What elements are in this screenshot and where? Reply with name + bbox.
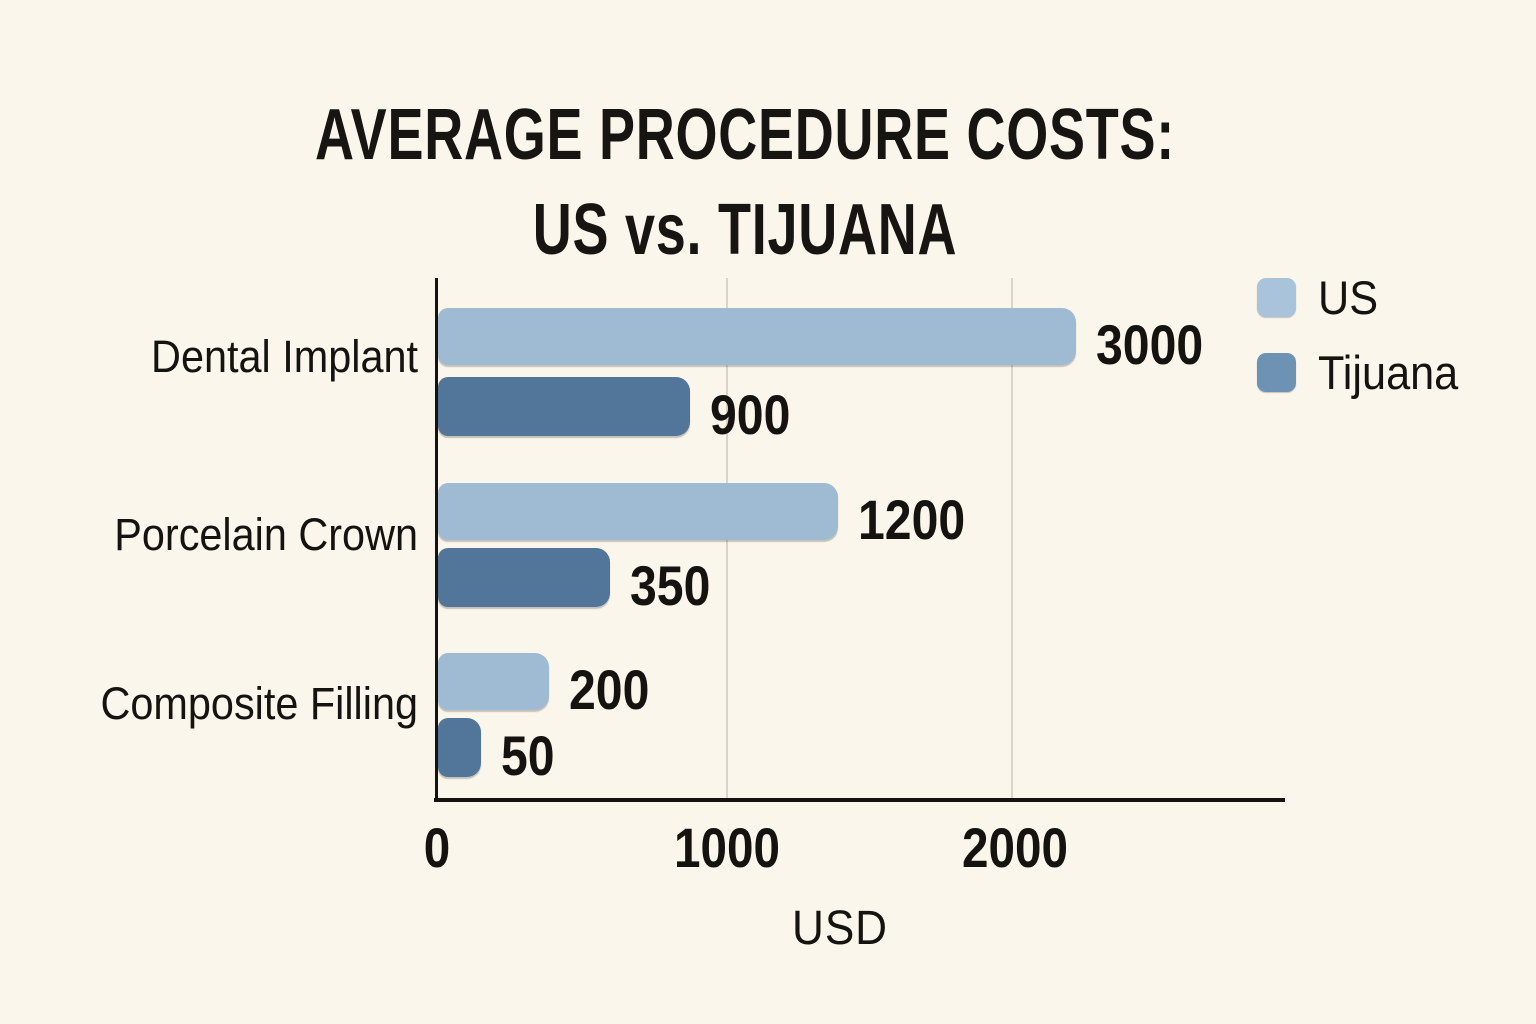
chart-title-line1: AVERAGE PROCEDURE COSTS: bbox=[314, 95, 1176, 175]
value-label-us-0: 3000 bbox=[1096, 312, 1204, 376]
category-label-0: Dental Implant bbox=[151, 331, 418, 382]
legend-item-tijuana: Tijuana bbox=[1257, 349, 1470, 396]
value-label-tijuana-1: 350 bbox=[630, 553, 711, 617]
legend-swatch-us bbox=[1257, 278, 1296, 317]
legend-swatch-tijuana bbox=[1257, 353, 1296, 392]
x-axis-line bbox=[434, 798, 1285, 802]
bar-us-1 bbox=[438, 483, 838, 540]
value-label-us-2: 200 bbox=[569, 657, 650, 721]
x-tick-0: 0 bbox=[423, 816, 451, 879]
bar-tijuana-2 bbox=[438, 718, 481, 777]
bar-us-2 bbox=[438, 653, 549, 710]
category-label-2: Composite Filling bbox=[100, 678, 418, 729]
legend-label-tijuana: Tijuana bbox=[1318, 346, 1459, 399]
y-axis-line bbox=[435, 278, 438, 802]
bar-us-0 bbox=[438, 308, 1076, 365]
value-label-us-1: 1200 bbox=[858, 487, 966, 551]
gridline-2000 bbox=[1011, 278, 1013, 798]
x-tick-2000: 2000 bbox=[962, 816, 1068, 879]
legend: US Tijuana bbox=[1257, 274, 1470, 396]
bar-tijuana-0 bbox=[438, 377, 690, 436]
value-label-tijuana-0: 900 bbox=[710, 382, 791, 446]
chart-title: AVERAGE PROCEDURE COSTS: US vs. TIJUANA bbox=[186, 88, 1304, 278]
value-label-tijuana-2: 50 bbox=[501, 723, 555, 787]
x-tick-1000: 1000 bbox=[674, 816, 780, 879]
legend-item-us: US bbox=[1257, 274, 1470, 321]
bar-tijuana-1 bbox=[438, 548, 610, 607]
category-label-1: Porcelain Crown bbox=[114, 509, 418, 560]
legend-label-us: US bbox=[1318, 271, 1379, 324]
x-axis-title: USD bbox=[792, 902, 888, 955]
chart-title-line2: US vs. TIJUANA bbox=[532, 190, 958, 270]
